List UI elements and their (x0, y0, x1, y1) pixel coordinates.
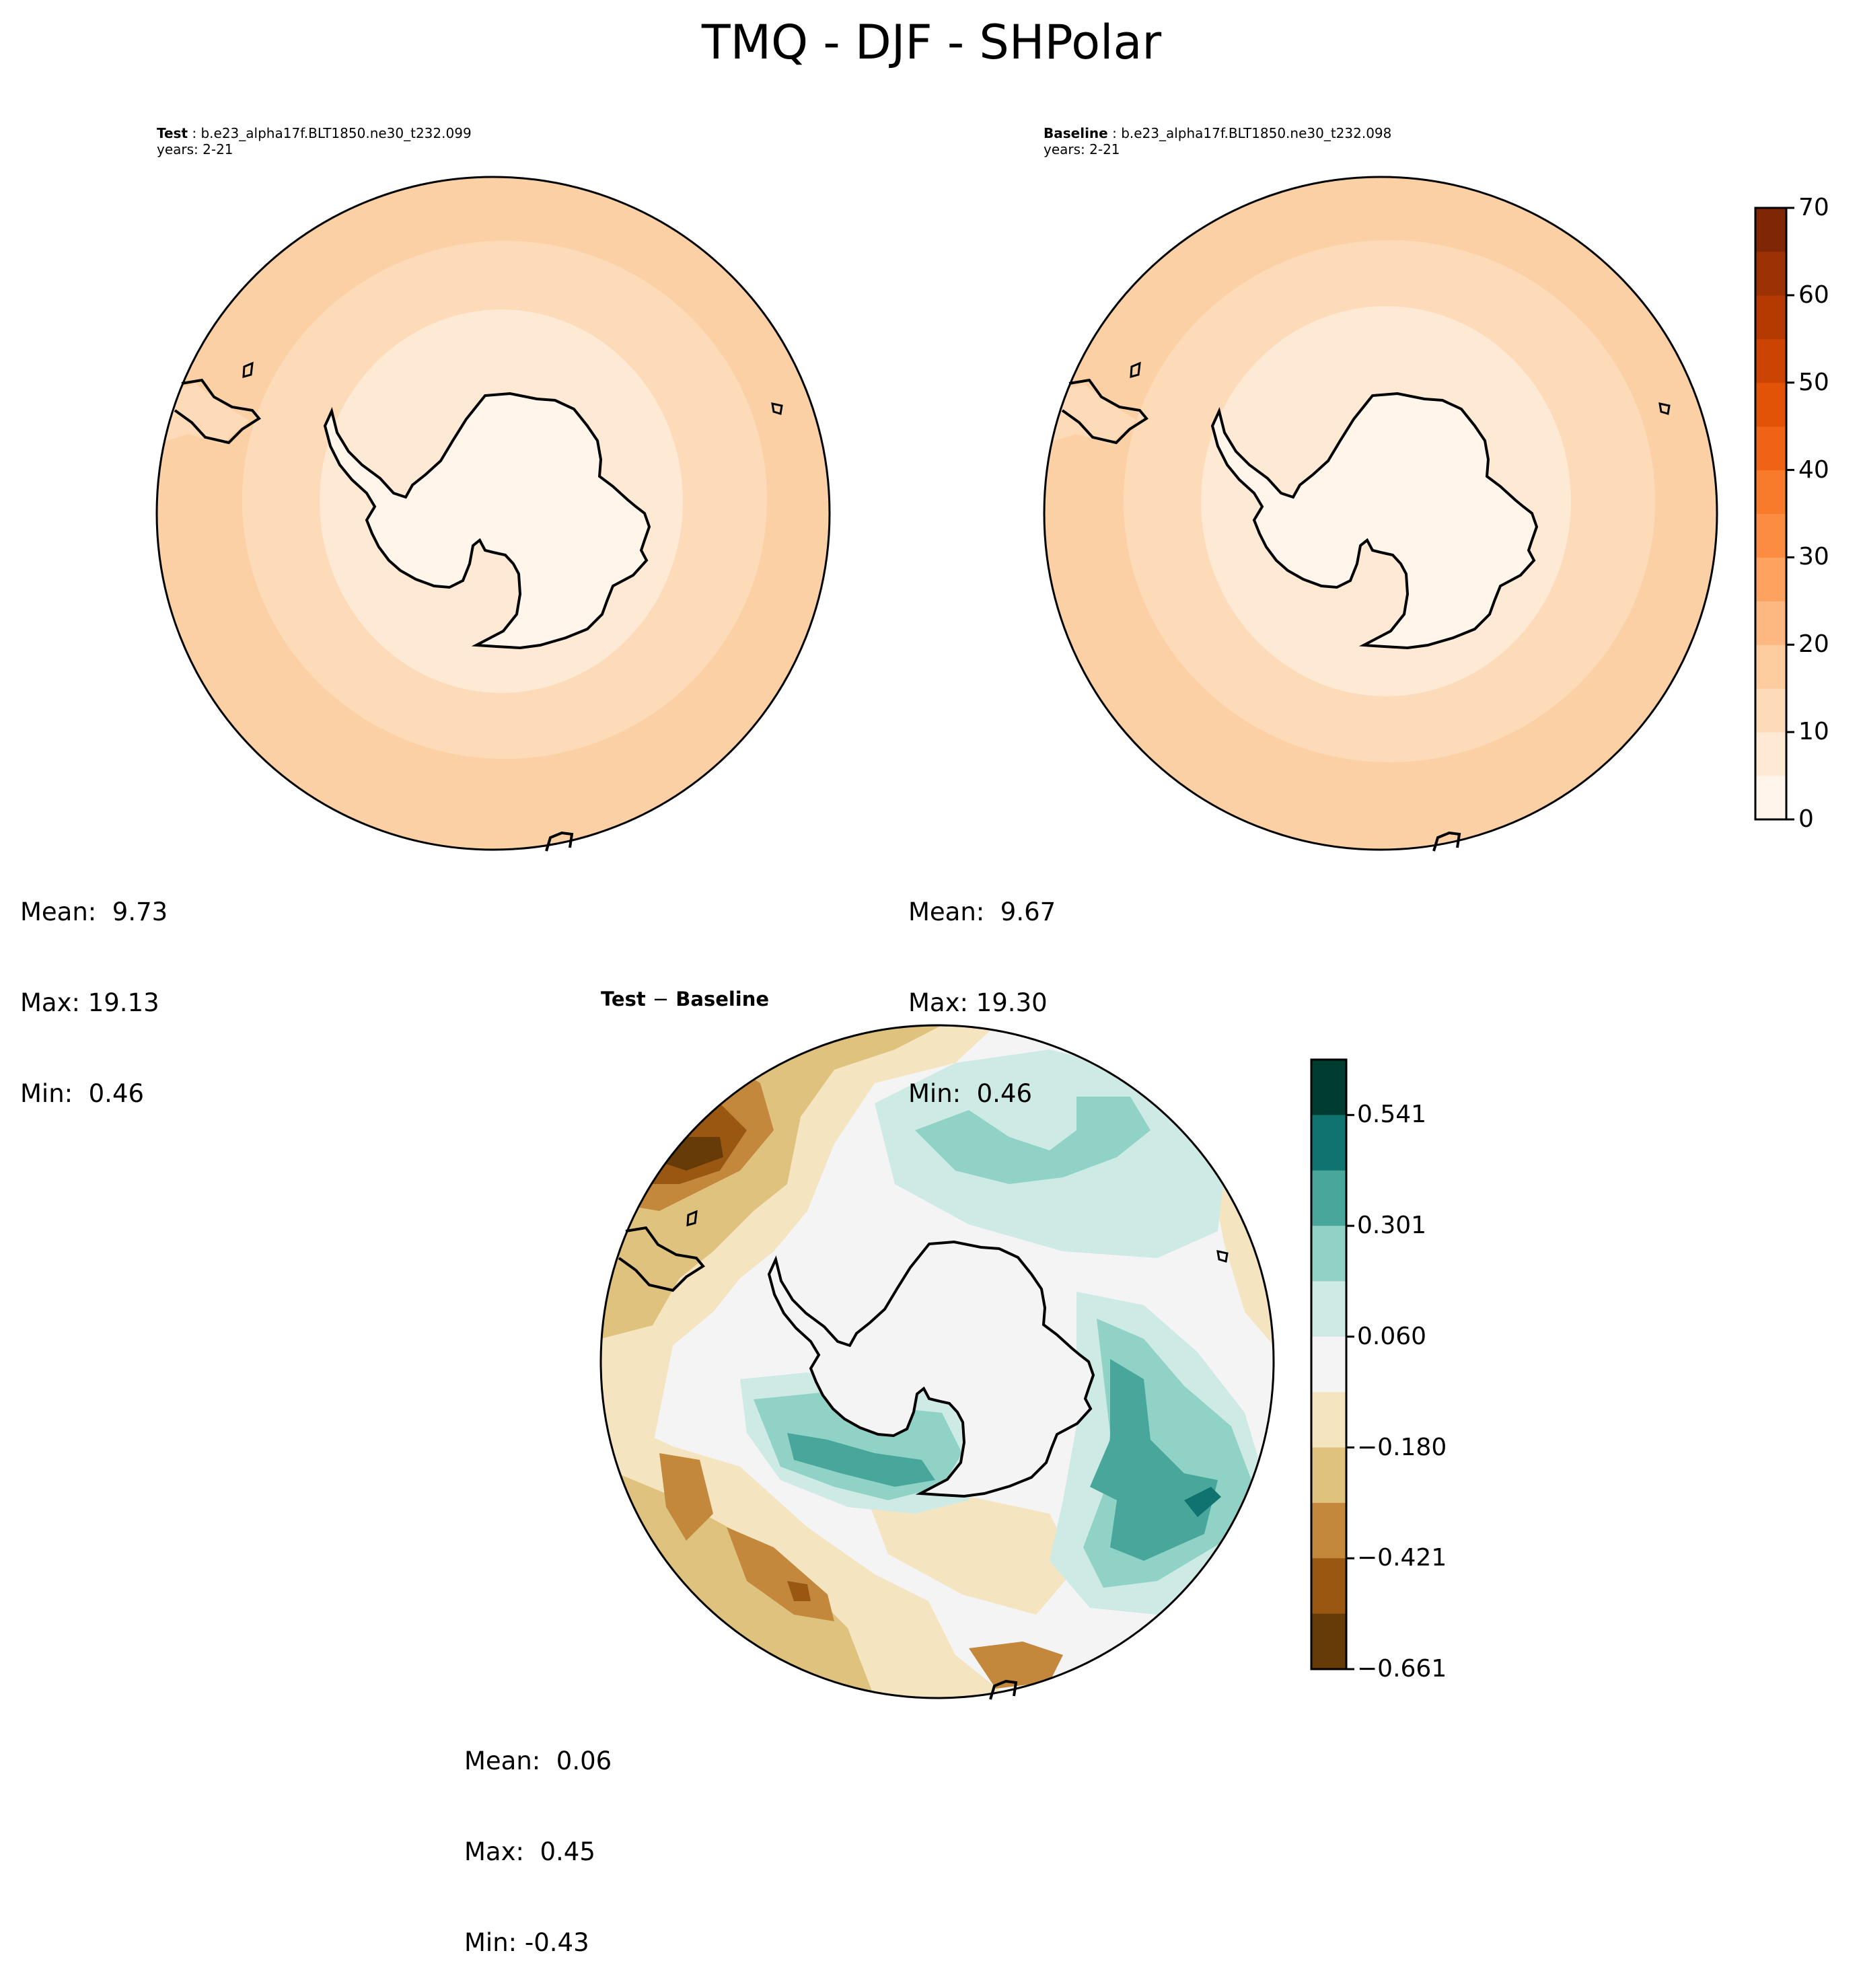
test-south-america-warm (157, 383, 249, 444)
diff-colorbar-tick-label: 0.060 (1357, 1322, 1427, 1350)
main-colorbar-tick-label: 30 (1798, 543, 1829, 571)
test-stat-min: Min: 0.46 (20, 1079, 145, 1108)
diff-colorbar-tick-label: 0.301 (1357, 1212, 1427, 1240)
main-colorbar-segment (1755, 470, 1786, 514)
baseline-stat-mean: Mean: 9.67 (908, 897, 1056, 926)
main-colorbar-segment (1755, 776, 1786, 820)
figure-title: TMQ - DJF - SHPolar (701, 15, 1162, 70)
diff-region-vstrong-pos-east (1184, 1487, 1221, 1517)
main-colorbar-tick-label: 40 (1798, 455, 1829, 484)
diff-colorbar-frame (1310, 1058, 1348, 1670)
diff-colorbar-segment (1311, 1281, 1346, 1337)
diff-title-baseline: Baseline (675, 988, 770, 1010)
baseline-stats: Mean: 9.67 Max: 19.30 Min: 0.46 (908, 836, 1056, 1139)
test-stat-max: Max: 19.13 (20, 988, 159, 1017)
test-coastline-island-east (771, 402, 783, 415)
diff-colorbar-segment (1311, 1613, 1346, 1670)
baseline-map-boundary (1043, 176, 1718, 851)
diff-coastline-island-east (1216, 1250, 1229, 1263)
test-coastline-south-america (174, 378, 261, 445)
diff-colorbar-segment (1311, 1502, 1346, 1559)
diff-stat-min: Min: -0.43 (464, 1928, 589, 1957)
main-colorbar-segment (1755, 732, 1786, 776)
main-colorbar-segment (1755, 645, 1786, 689)
baseline-coastline-island-east (1658, 402, 1671, 415)
diff-colorbar-segment (1311, 1115, 1346, 1171)
diff-colorbar-segment (1311, 1392, 1346, 1448)
baseline-label: Baseline (1044, 125, 1108, 141)
diff-coastline-new-zealand (989, 1679, 1018, 1700)
baseline-case-name: b.e23_alpha17f.BLT1850.ne30_t232.098 (1121, 125, 1392, 141)
test-stat-mean: Mean: 9.73 (20, 897, 168, 926)
main-colorbar-tick-label: 60 (1798, 281, 1829, 309)
test-coastline-new-zealand (545, 831, 574, 852)
diff-panel-title: Test − Baseline (601, 988, 769, 1010)
diff-region-strong-pos-east (1090, 1359, 1218, 1561)
diff-region-mod-pos-north (915, 1097, 1150, 1184)
diff-title-sep: − (652, 988, 669, 1010)
test-label: Test (157, 125, 188, 141)
diff-map-boundary (599, 1024, 1275, 1699)
diff-colorbar-tick-label: −0.661 (1357, 1655, 1447, 1683)
diff-region-vstrong-neg-southwest (787, 1581, 811, 1601)
baseline-coastline-south-america (1061, 378, 1148, 445)
test-years: years: 2-21 (157, 141, 233, 157)
main-colorbar-segment (1755, 295, 1786, 340)
main-colorbar-segment (1755, 338, 1786, 383)
main-colorbar-segment (1755, 557, 1786, 601)
diff-coastline-south-america (618, 1226, 705, 1292)
baseline-coastline-new-zealand (1432, 831, 1461, 852)
baseline-coastline-falklands (1130, 361, 1141, 379)
main-colorbar-segment (1755, 208, 1786, 252)
main-colorbar-segment (1755, 513, 1786, 558)
test-coastline-falklands (242, 361, 254, 379)
diff-region-strong-pos-ross (787, 1433, 935, 1487)
diff-colorbar-segment (1311, 1558, 1346, 1615)
main-colorbar-tick-label: 70 (1798, 194, 1829, 221)
diff-stats: Mean: 0.06 Max: 0.45 Min: -0.43 (464, 1685, 612, 1988)
main-colorbar-segment (1755, 601, 1786, 645)
diff-colorbar-segment (1311, 1447, 1346, 1504)
main-colorbar-tick-label: 0 (1798, 805, 1814, 833)
diff-title-test: Test (601, 988, 646, 1010)
baseline-panel-title: Baseline : b.e23_alpha17f.BLT1850.ne30_t… (1044, 125, 1391, 157)
diff-region-strong-neg-south (969, 1642, 1063, 1689)
diff-colorbar-segment (1311, 1226, 1346, 1282)
diff-stat-mean: Mean: 0.06 (464, 1746, 612, 1775)
diff-colorbar (1310, 1058, 1354, 1670)
figure-canvas (155, 176, 1794, 1700)
diff-colorbar-segment (1311, 1060, 1346, 1115)
baseline-south-america-warm (1044, 383, 1137, 444)
main-colorbar-tick-label: 50 (1798, 368, 1829, 396)
main-colorbar-segment (1755, 688, 1786, 733)
diff-coastline-falklands (686, 1210, 698, 1227)
test-sep: : (188, 125, 201, 141)
test-panel-title: Test : b.e23_alpha17f.BLT1850.ne30_t232.… (157, 125, 472, 157)
diff-colorbar-segment (1311, 1336, 1346, 1393)
diff-colorbar-segment (1311, 1170, 1346, 1226)
test-map-boundary (155, 176, 831, 851)
main-colorbar-segment (1755, 426, 1786, 471)
diff-region-weak-neg-south-center (868, 1494, 1076, 1615)
main-colorbar (1754, 207, 1794, 821)
baseline-years: years: 2-21 (1044, 141, 1120, 157)
baseline-stat-max: Max: 19.30 (908, 988, 1048, 1017)
test-map (155, 176, 831, 852)
main-colorbar-segment (1755, 382, 1786, 427)
diff-region-strong-neg-southwest-b (659, 1453, 713, 1541)
main-colorbar-segment (1755, 251, 1786, 296)
main-colorbar-tick-label: 20 (1798, 630, 1829, 659)
diff-colorbar-tick-label: −0.180 (1357, 1433, 1447, 1461)
main-colorbar-frame (1754, 207, 1788, 821)
main-colorbar-tick-label: 10 (1798, 718, 1829, 746)
diff-colorbar-tick-label: −0.421 (1357, 1544, 1447, 1572)
baseline-map (1043, 176, 1718, 852)
baseline-sep: : (1107, 125, 1122, 141)
baseline-stat-min: Min: 0.46 (908, 1079, 1033, 1108)
test-stats: Mean: 9.73 Max: 19.13 Min: 0.46 (20, 836, 168, 1139)
test-case-name: b.e23_alpha17f.BLT1850.ne30_t232.099 (200, 125, 472, 141)
diff-stat-max: Max: 0.45 (464, 1837, 595, 1866)
diff-colorbar-tick-label: 0.541 (1357, 1101, 1427, 1129)
